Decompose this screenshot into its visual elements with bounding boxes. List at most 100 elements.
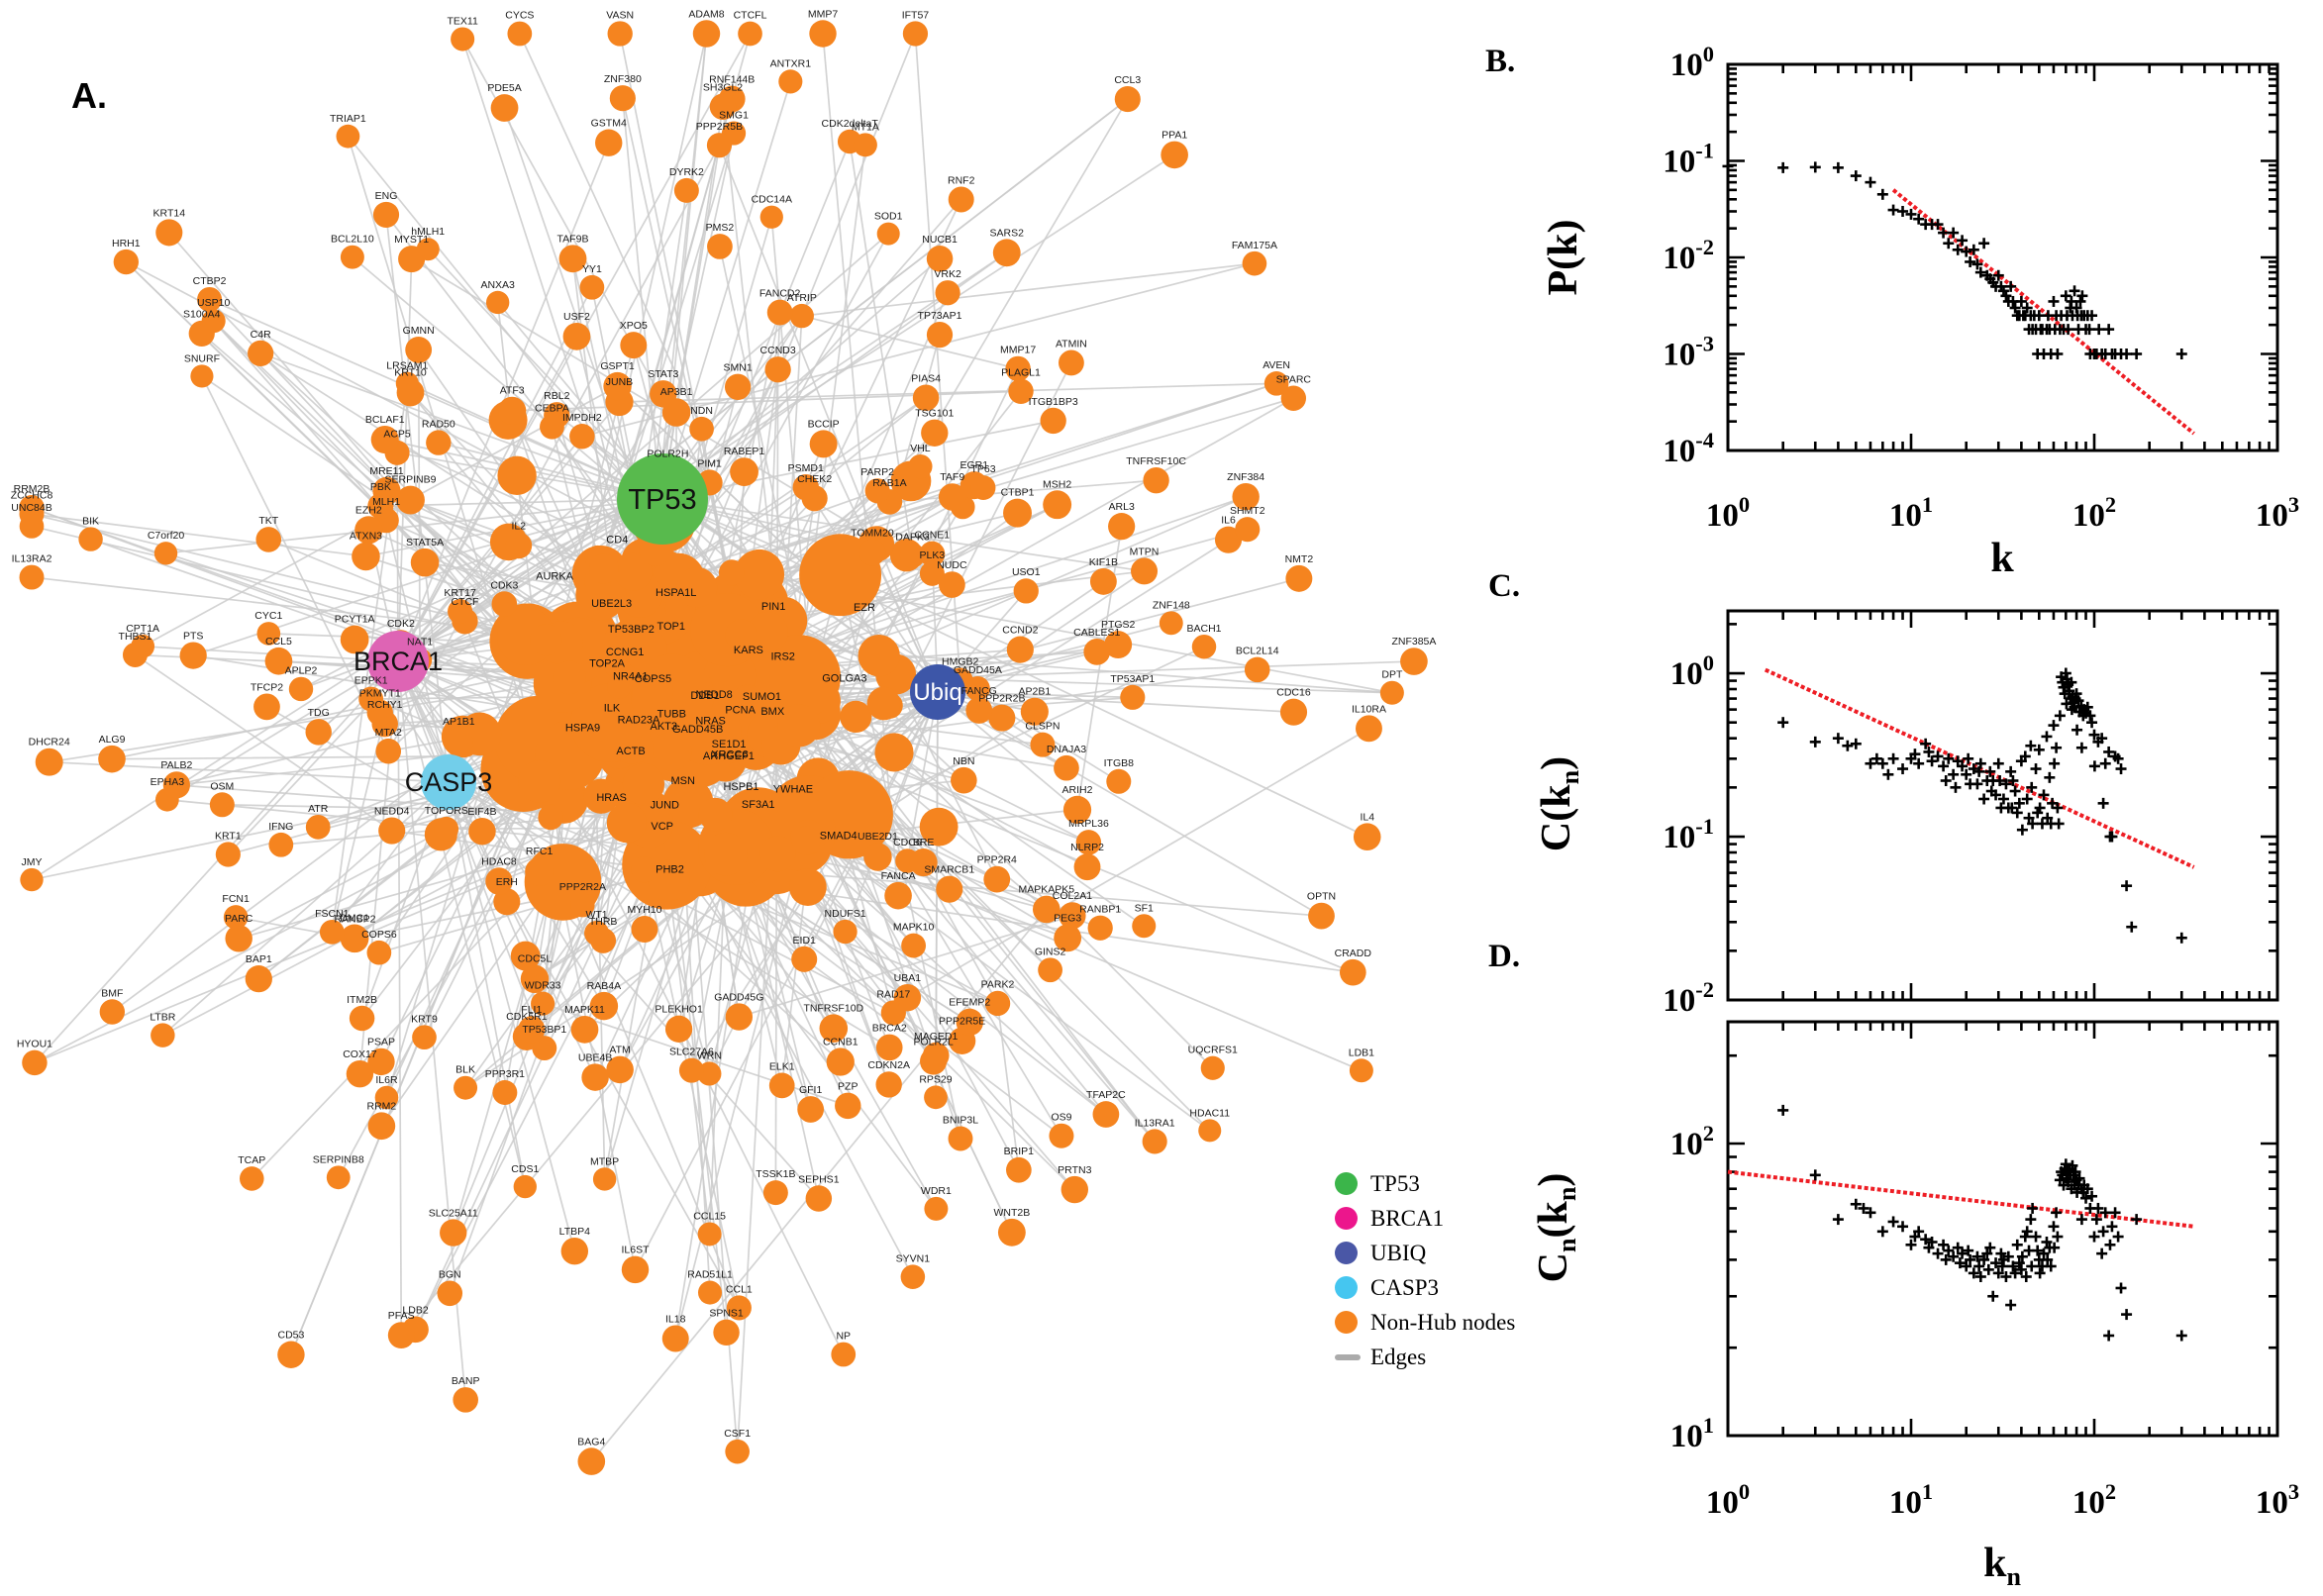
svg-text:AKT3: AKT3 (651, 721, 678, 733)
svg-text:RAD17: RAD17 (876, 988, 910, 1000)
svg-text:MYH10: MYH10 (627, 904, 661, 916)
svg-text:CDK2deltaT: CDK2deltaT (822, 118, 879, 130)
svg-text:RRM2: RRM2 (367, 1100, 397, 1112)
svg-text:PCYT1A: PCYT1A (335, 614, 375, 626)
svg-text:EGR1: EGR1 (960, 459, 989, 471)
svg-text:FCN1: FCN1 (222, 893, 250, 905)
svg-text:CD53: CD53 (278, 1330, 305, 1342)
svg-text:SYVN1: SYVN1 (896, 1252, 931, 1264)
svg-text:FANCD2: FANCD2 (759, 288, 801, 300)
svg-text:CCNG1: CCNG1 (606, 647, 645, 658)
svg-text:hMLH1: hMLH1 (411, 226, 445, 238)
svg-text:GSPT1: GSPT1 (600, 360, 635, 372)
svg-text:BMX: BMX (760, 706, 785, 718)
casp3-hub-label: CASP3 (405, 767, 493, 797)
panel-d-label: D. (1488, 939, 1521, 974)
svg-text:ATR: ATR (308, 803, 329, 815)
svg-text:100: 100 (1706, 492, 1750, 534)
svg-text:COX17: COX17 (343, 1048, 377, 1060)
svg-text:AP1B1: AP1B1 (443, 716, 475, 728)
chart-C-points (1777, 667, 2187, 944)
svg-text:XPO5: XPO5 (620, 320, 648, 332)
svg-text:CDC5L: CDC5L (518, 953, 553, 965)
svg-text:EPHA3: EPHA3 (151, 776, 185, 788)
svg-text:BCL2L14: BCL2L14 (1236, 646, 1279, 657)
svg-text:WNT2B: WNT2B (994, 1207, 1031, 1219)
svg-text:NLRP2: NLRP2 (1070, 842, 1104, 853)
svg-text:PARP2: PARP2 (860, 466, 894, 478)
svg-text:102: 102 (2072, 1479, 2116, 1521)
svg-text:BAP1: BAP1 (246, 953, 272, 965)
svg-text:LRSAM1: LRSAM1 (386, 360, 428, 372)
chart-D-points (1777, 1104, 2187, 1342)
svg-text:C4R: C4R (251, 329, 271, 341)
svg-text:CTCF: CTCF (451, 596, 478, 608)
ubiq-hub (910, 664, 965, 720)
svg-text:P(k): P(k) (1541, 220, 1586, 296)
svg-text:APLP2: APLP2 (285, 665, 318, 677)
svg-text:BRCA2: BRCA2 (872, 1023, 907, 1035)
svg-text:KARS: KARS (734, 645, 763, 656)
svg-text:103: 103 (2256, 492, 2299, 534)
svg-text:CDC16: CDC16 (1276, 687, 1311, 699)
legend-item-non-hub-nodes: Non-Hub nodes (1335, 1305, 1515, 1340)
svg-text:CEBPA: CEBPA (535, 403, 569, 415)
svg-text:SARS2: SARS2 (990, 227, 1025, 239)
svg-text:STAT3: STAT3 (648, 368, 678, 380)
svg-text:PKMYT1: PKMYT1 (359, 688, 401, 700)
svg-text:JMY: JMY (22, 856, 43, 868)
svg-text:ZNF380: ZNF380 (604, 73, 642, 85)
svg-text:UBE2D1: UBE2D1 (858, 831, 898, 843)
svg-text:MTPN: MTPN (1130, 546, 1160, 557)
svg-text:ARL3: ARL3 (1109, 501, 1135, 513)
svg-text:AURKA: AURKA (536, 570, 574, 582)
svg-text:MSN: MSN (671, 775, 696, 787)
svg-text:10-1: 10-1 (1663, 814, 1714, 855)
node-swatch-icon (1335, 1311, 1358, 1334)
svg-text:10-4: 10-4 (1663, 428, 1714, 469)
svg-text:PPP3R1: PPP3R1 (485, 1068, 525, 1080)
svg-text:10-1: 10-1 (1663, 139, 1714, 180)
brca1-hub-label: BRCA1 (354, 647, 443, 676)
svg-text:PEG3: PEG3 (1054, 912, 1081, 924)
svg-text:CCND3: CCND3 (760, 345, 796, 356)
svg-text:VRK2: VRK2 (934, 268, 961, 280)
svg-text:COPS5: COPS5 (635, 673, 671, 685)
svg-text:FSCN1: FSCN1 (315, 908, 350, 920)
svg-text:MSH2: MSH2 (1043, 478, 1071, 490)
svg-text:CDK5R1: CDK5R1 (506, 1011, 548, 1023)
svg-text:DDB1: DDB1 (690, 690, 719, 702)
svg-text:BLK: BLK (455, 1064, 475, 1076)
legend-item-brca1: BRCA1 (1335, 1201, 1515, 1236)
svg-text:TP53AP1: TP53AP1 (1110, 673, 1155, 685)
svg-text:COPS6: COPS6 (361, 929, 397, 941)
svg-text:OSM: OSM (210, 780, 234, 792)
svg-text:CD4: CD4 (606, 534, 628, 546)
legend-item-label: Non-Hub nodes (1370, 1309, 1516, 1335)
svg-text:FANCA: FANCA (881, 870, 916, 882)
svg-text:LTBR: LTBR (150, 1011, 175, 1023)
svg-text:MLH1: MLH1 (372, 496, 400, 508)
svg-text:TCAP: TCAP (238, 1154, 265, 1166)
chart-C: 100 10-1 10-2 C(kn) (1534, 609, 2279, 1019)
svg-text:IL13RA2: IL13RA2 (12, 553, 52, 565)
legend-item-label: TP53 (1370, 1170, 1420, 1196)
svg-text:SPNS1: SPNS1 (709, 1308, 744, 1320)
svg-text:TFAP2C: TFAP2C (1086, 1089, 1126, 1101)
svg-text:CYC1: CYC1 (254, 610, 282, 622)
svg-text:ARHGEF1: ARHGEF1 (703, 750, 755, 762)
svg-text:KIF1B: KIF1B (1089, 556, 1118, 568)
svg-text:PCNA: PCNA (725, 704, 756, 716)
svg-text:NBN: NBN (953, 755, 974, 767)
svg-text:UBE2L3: UBE2L3 (591, 598, 632, 610)
svg-text:ATRIP: ATRIP (787, 292, 817, 304)
svg-text:PLAGL1: PLAGL1 (1001, 367, 1041, 379)
svg-text:SPARC: SPARC (1276, 374, 1312, 386)
svg-text:IRS2: IRS2 (770, 650, 794, 662)
svg-text:100: 100 (1706, 1479, 1750, 1521)
svg-text:IFNG: IFNG (268, 821, 293, 833)
svg-text:OS9: OS9 (1051, 1112, 1071, 1124)
svg-text:CDK3: CDK3 (490, 579, 518, 591)
svg-text:ARIH2: ARIH2 (1062, 784, 1093, 796)
